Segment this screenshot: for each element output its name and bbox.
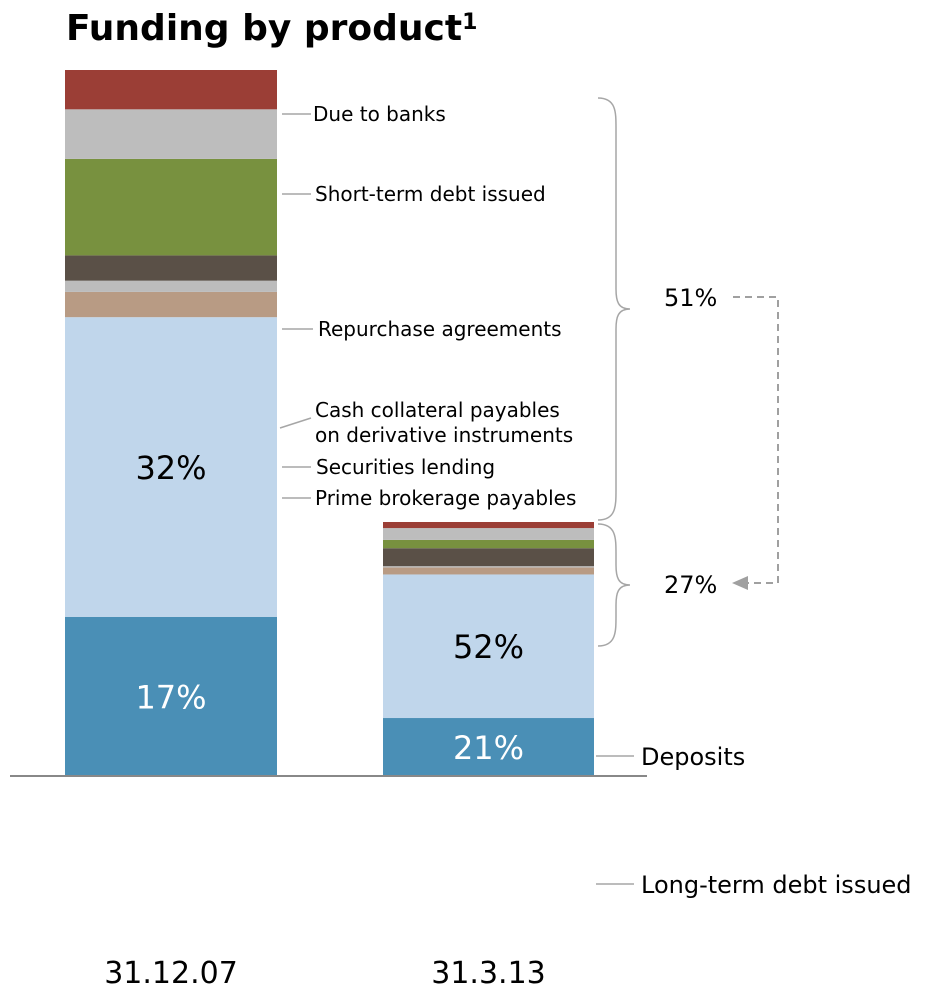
- series-label-5-line-2: on derivative instruments: [315, 423, 573, 447]
- bar-segment-2-cat-1: [65, 317, 277, 617]
- series-label-6-line-1: Repurchase agreements: [318, 317, 562, 341]
- series-label-6: Repurchase agreements: [318, 317, 562, 341]
- series-label-5: Cash collateral payables on derivative in…: [315, 398, 573, 447]
- series-label-4-line-1: Securities lending: [316, 455, 495, 479]
- bar-segment-3-cat-1: [65, 291, 277, 318]
- comparison-connector: [733, 296, 779, 584]
- bar-segment-1-cat-1: [65, 616, 277, 776]
- bar-segment-1-cat-2: [383, 718, 594, 776]
- series-label-8: Due to banks: [313, 102, 446, 126]
- data-label-2-cat-2: 52%: [453, 628, 524, 666]
- bar-segment-5-cat-2: [383, 548, 594, 567]
- data-label-2-cat-1: 32%: [135, 449, 206, 487]
- bar-segment-4-cat-2: [383, 566, 594, 568]
- series-label-7-line-1: Short-term debt issued: [315, 182, 546, 206]
- data-label-1-cat-1: 17%: [135, 678, 206, 716]
- bracket-1: [597, 97, 631, 521]
- series-label-4: Securities lending: [316, 455, 495, 479]
- data-label-1-cat-2: 21%: [453, 729, 524, 767]
- series-label-5-line-1: Cash collateral payables: [315, 398, 560, 422]
- series-label-7: Short-term debt issued: [315, 182, 546, 206]
- series-label-2-line-1: Deposits: [641, 743, 745, 771]
- bar-segment-7-cat-2: [383, 528, 594, 540]
- category-label-2: 31.3.13: [431, 956, 546, 991]
- leader-line-series-5: [279, 417, 312, 429]
- category-label-1: 31.12.07: [104, 956, 238, 991]
- bracket-label-1: 51%: [664, 284, 717, 312]
- title-footnote: 1: [462, 10, 478, 35]
- connector-arrowhead: [732, 576, 748, 590]
- series-label-3: Prime brokerage payables: [315, 486, 576, 510]
- series-label-1-line-1: Long-term debt issued: [641, 871, 912, 899]
- bar-segment-8-cat-2: [383, 522, 594, 529]
- bar-segment-6-cat-2: [383, 539, 594, 549]
- chart-title-text: Funding by product: [66, 8, 463, 49]
- series-label-1: Long-term debt issued: [641, 871, 912, 899]
- chart-title: Funding by product1: [66, 8, 477, 49]
- bracket-label-2: 27%: [664, 571, 717, 599]
- bar-segment-4-cat-1: [65, 280, 277, 292]
- bar-segment-5-cat-1: [65, 255, 277, 281]
- series-label-2: Deposits: [641, 743, 745, 771]
- bar-segment-3-cat-2: [383, 567, 594, 575]
- bar-segment-2-cat-2: [383, 574, 594, 719]
- bar-segment-6-cat-1: [65, 158, 277, 256]
- bracket-2: [597, 523, 631, 647]
- bar-segment-7-cat-1: [65, 109, 277, 159]
- bar-segment-8-cat-1: [65, 70, 277, 110]
- series-label-8-line-1: Due to banks: [313, 102, 446, 126]
- series-label-3-line-1: Prime brokerage payables: [315, 486, 576, 510]
